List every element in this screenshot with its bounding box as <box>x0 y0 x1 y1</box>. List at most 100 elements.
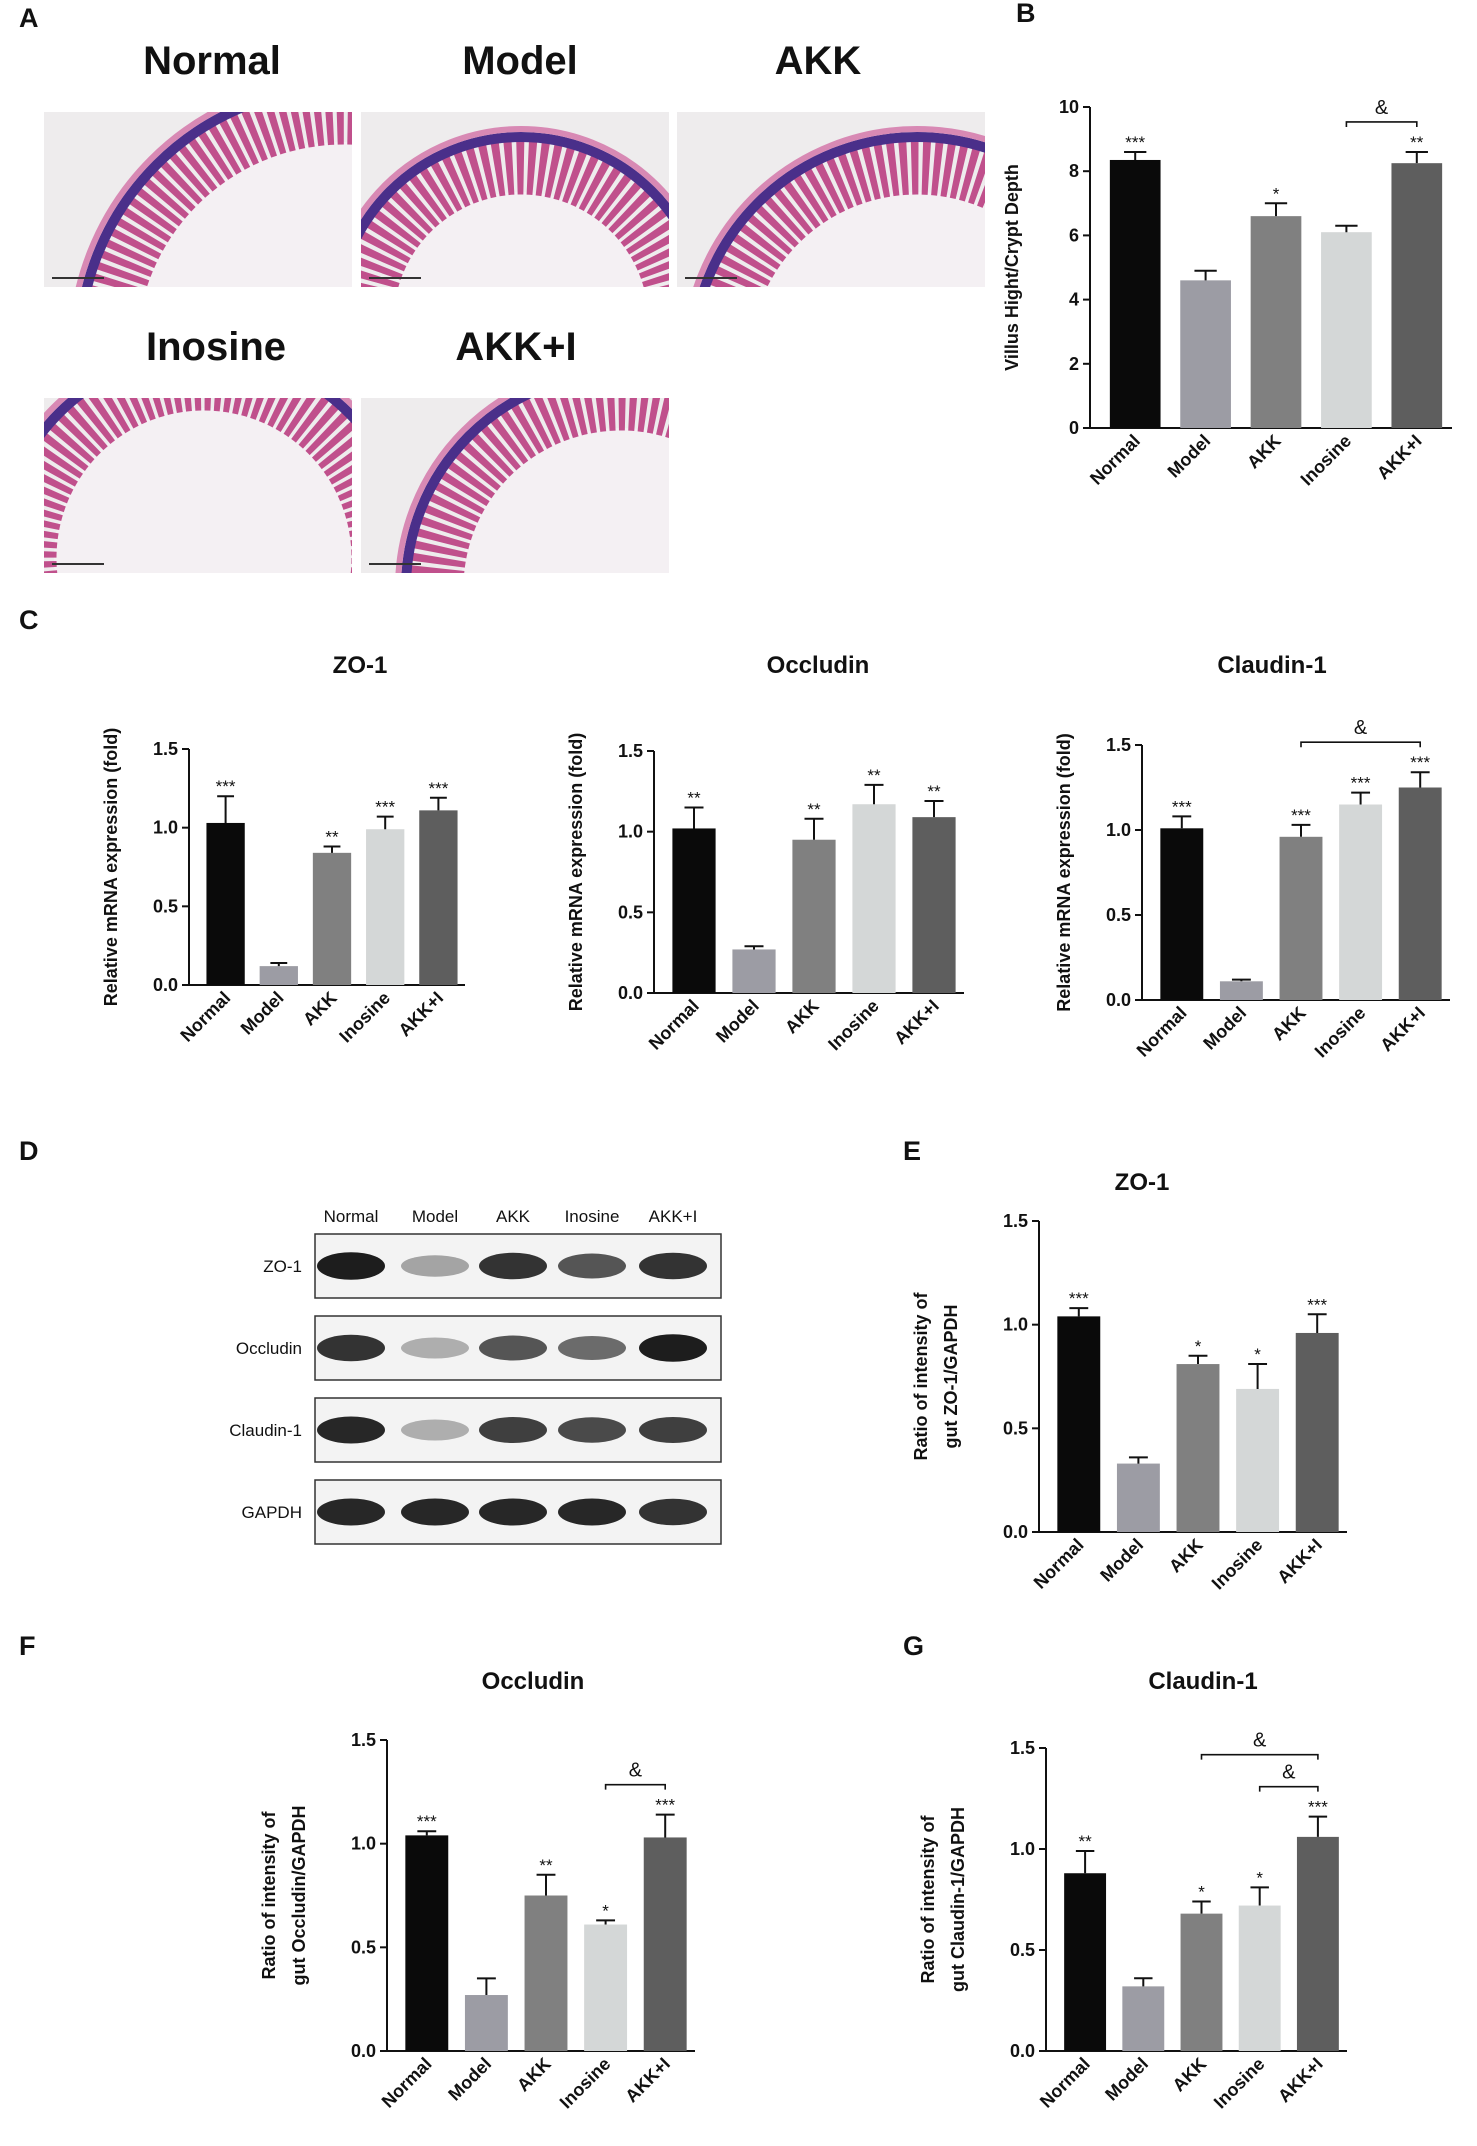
blot-row-label: ZO-1 <box>263 1257 302 1276</box>
significance: * <box>602 1901 609 1920</box>
histology-image <box>677 112 985 287</box>
bar <box>852 804 896 993</box>
tissue-muscle <box>361 126 669 220</box>
y-tick-label: 1.0 <box>351 1834 376 1854</box>
tissue-lumen <box>144 142 352 287</box>
blot-band <box>558 1336 626 1360</box>
bar <box>1339 804 1383 1000</box>
bar <box>1250 216 1302 428</box>
y-tick-label: 1.0 <box>1106 820 1131 840</box>
y-tick-label: 0.0 <box>1106 990 1131 1010</box>
error-bar <box>1307 1313 1327 1333</box>
error-bar <box>1194 269 1217 281</box>
x-tick-label: Normal <box>1030 1535 1088 1593</box>
blot-band <box>639 1417 707 1443</box>
bar <box>1122 1986 1165 2051</box>
blot-row-label: GAPDH <box>242 1503 302 1522</box>
significance: *** <box>1291 806 1311 825</box>
x-tick-label: AKK <box>1169 2054 1211 2096</box>
y-axis-label: gut Claudin-1/GAPDH <box>948 1807 968 1992</box>
x-tick-label: Model <box>1164 431 1215 482</box>
error-bar <box>804 817 824 840</box>
significance: ** <box>1410 133 1424 152</box>
error-bar <box>1134 1977 1153 1987</box>
histology-label: Model <box>462 39 578 83</box>
tissue-lumen <box>461 428 669 573</box>
tissue-villi <box>707 139 985 287</box>
significance: * <box>1256 1868 1263 1887</box>
significance: ** <box>1078 1832 1092 1851</box>
panel-label: E <box>903 1136 921 1166</box>
blot-column-label: Inosine <box>565 1207 620 1226</box>
histology-label: Normal <box>143 39 281 83</box>
y-tick-label: 0.0 <box>1010 2041 1035 2061</box>
x-tick-label: Model <box>1096 1535 1147 1586</box>
y-axis-label: Ratio of intensity of <box>259 1811 279 1980</box>
y-tick-label: 0.5 <box>1010 1940 1035 1960</box>
blot-band <box>401 1419 469 1441</box>
bar <box>1116 1463 1160 1532</box>
bar <box>672 828 716 993</box>
error-bar <box>417 1830 437 1836</box>
error-bar <box>1264 202 1288 217</box>
y-tick-label: 0.0 <box>153 975 178 995</box>
bar <box>1109 159 1161 428</box>
y-tick-label: 1.0 <box>153 818 178 838</box>
blot-band <box>401 1255 469 1277</box>
y-axis-label: Relative mRNA expression (fold) <box>1054 733 1074 1011</box>
tissue-villi <box>361 139 669 287</box>
x-tick-label: Inosine <box>1311 1003 1370 1062</box>
histology-image <box>361 112 669 287</box>
bar <box>1057 1316 1101 1532</box>
x-tick-label: Normal <box>1086 431 1144 489</box>
y-axis-label: Ratio of intensity of <box>918 1815 938 1984</box>
significance: *** <box>1172 797 1192 816</box>
x-tick-label: Inosine <box>556 2054 615 2113</box>
blot-band <box>317 1252 385 1280</box>
error-bar <box>1192 1900 1211 1914</box>
bar <box>584 1924 628 2051</box>
blot-band <box>639 1334 707 1362</box>
bracket <box>1345 121 1418 127</box>
bar <box>464 1995 508 2051</box>
blot-band <box>317 1498 385 1526</box>
error-bar <box>684 806 704 829</box>
x-tick-label: AKK+I <box>1274 2054 1327 2107</box>
error-bar <box>744 945 764 950</box>
y-tick-label: 1.5 <box>351 1730 376 1750</box>
y-tick-label: 1.0 <box>1003 1315 1028 1335</box>
chart-title: Claudin-1 <box>1217 652 1326 679</box>
x-tick-label: AKK <box>299 988 341 1030</box>
x-tick-label: Inosine <box>824 996 883 1055</box>
y-tick-label: 8 <box>1069 161 1079 181</box>
significance: *** <box>216 777 236 796</box>
tissue-lumen <box>54 408 352 573</box>
error-bar <box>270 961 288 967</box>
x-tick-label: AKK+I <box>1373 431 1426 484</box>
error-bar <box>1308 1815 1328 1837</box>
error-bar <box>1250 1886 1269 1906</box>
error-bar <box>1069 1307 1089 1317</box>
error-bar <box>1248 1363 1268 1389</box>
error-bar <box>429 796 447 811</box>
significance: ** <box>807 800 821 819</box>
significance: ** <box>867 766 881 785</box>
x-tick-label: Model <box>1101 2054 1152 2105</box>
bar <box>1296 1836 1339 2051</box>
y-tick-label: 1.5 <box>153 739 178 759</box>
x-tick-label: Inosine <box>335 988 394 1047</box>
blot-band <box>479 1252 547 1280</box>
y-tick-label: 2 <box>1069 354 1079 374</box>
significance: ** <box>687 788 701 807</box>
y-tick-label: 1.5 <box>1003 1211 1028 1231</box>
significance: *** <box>417 1812 437 1831</box>
bracket-label: & <box>1375 97 1389 119</box>
bracket <box>1258 1785 1319 1792</box>
significance: *** <box>428 779 448 798</box>
bar <box>259 966 298 985</box>
tissue-crypt <box>699 132 985 287</box>
bar <box>1295 1332 1339 1532</box>
y-tick-label: 0.0 <box>351 2041 376 2061</box>
x-tick-label: Normal <box>645 996 703 1054</box>
